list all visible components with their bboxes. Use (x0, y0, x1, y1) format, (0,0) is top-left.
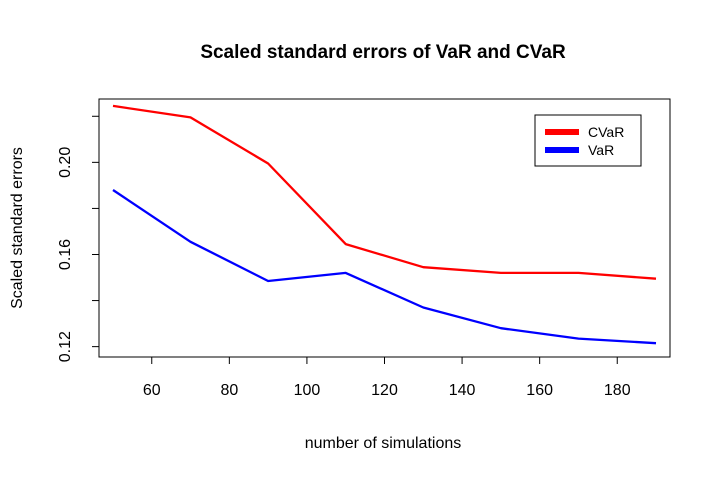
x-axis: 60 80 100 120 140 160 180 (143, 357, 631, 399)
x-tick-label: 80 (220, 382, 238, 399)
legend: CVaR VaR (534, 114, 642, 167)
series-layer (112, 104, 657, 345)
x-tick-label: 180 (604, 382, 631, 399)
x-tick-label: 60 (143, 382, 161, 399)
y-tick-label: 0.20 (57, 147, 74, 178)
y-axis-label: Scaled standard errors (9, 147, 26, 309)
x-tick-label: 160 (526, 382, 553, 399)
legend-label-cvar: CVaR (588, 124, 624, 140)
x-tick-label: 120 (371, 382, 398, 399)
y-axis: 0.12 0.16 0.20 (57, 115, 99, 362)
chart-title: Scaled standard errors of VaR and CVaR (200, 42, 566, 63)
series-line-cvar (112, 104, 657, 280)
y-tick-label: 0.12 (57, 331, 74, 362)
x-tick-label: 140 (449, 382, 476, 399)
legend-box (534, 114, 642, 167)
series-line-var (112, 189, 657, 345)
x-tick-label: 100 (294, 382, 321, 399)
y-tick-label: 0.16 (57, 239, 74, 270)
x-axis-label: number of simulations (305, 435, 462, 452)
legend-label-var: VaR (588, 142, 614, 158)
